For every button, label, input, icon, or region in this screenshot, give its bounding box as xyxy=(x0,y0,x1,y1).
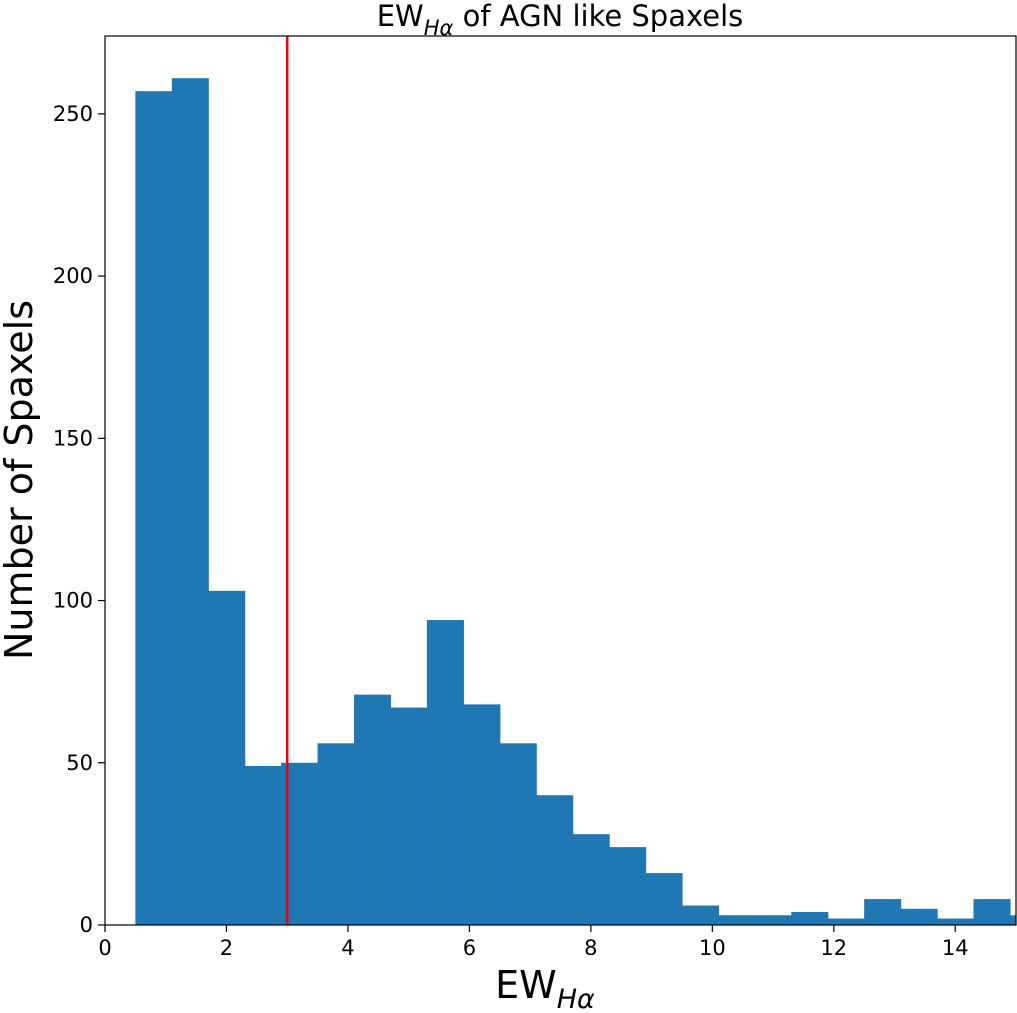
x-axis-label: EWHα xyxy=(495,963,595,1013)
histogram-bar xyxy=(937,918,975,925)
y-axis-label: Number of Spaxels xyxy=(0,300,41,660)
histogram-bar xyxy=(827,918,865,925)
x-tick-label: 8 xyxy=(584,936,597,960)
histogram-bar xyxy=(718,915,756,925)
histogram-bar xyxy=(1009,915,1016,925)
histogram-bar xyxy=(499,743,537,925)
y-tick-label: 250 xyxy=(53,102,93,126)
histogram-bar xyxy=(754,915,792,925)
histogram-bar xyxy=(791,912,829,925)
histogram-bar xyxy=(317,743,355,925)
histogram-bar xyxy=(681,905,720,925)
histogram-bar xyxy=(572,834,610,925)
histogram-bar xyxy=(208,590,246,925)
x-axis-ticks: 0 2 4 6 8 10 12 14 xyxy=(98,925,969,960)
histogram-bars xyxy=(135,78,1016,925)
histogram-bar xyxy=(426,620,464,925)
y-tick-label: 50 xyxy=(66,751,93,775)
x-tick-label: 14 xyxy=(942,936,969,960)
x-tick-label: 12 xyxy=(820,936,847,960)
y-tick-label: 100 xyxy=(53,589,93,613)
x-tick-label: 4 xyxy=(341,936,354,960)
y-tick-label: 150 xyxy=(53,426,93,450)
x-tick-label: 0 xyxy=(98,936,111,960)
histogram-bar xyxy=(645,873,683,925)
x-tick-label: 2 xyxy=(220,936,233,960)
histogram-bar xyxy=(390,707,428,925)
histogram-bar xyxy=(536,795,574,925)
histogram-bar xyxy=(864,899,902,925)
chart-title: EWHα of AGN like Spaxels xyxy=(377,0,744,40)
y-tick-label: 200 xyxy=(53,264,93,288)
histogram-bar xyxy=(354,694,392,925)
y-axis-ticks: 0 50 100 150 200 250 xyxy=(53,102,105,937)
histogram-bar xyxy=(244,766,282,925)
y-tick-label: 0 xyxy=(80,913,93,937)
histogram-bar xyxy=(609,847,647,925)
x-tick-label: 10 xyxy=(699,936,726,960)
histogram-bar xyxy=(973,899,1011,925)
histogram-bar xyxy=(171,78,209,925)
histogram-bar xyxy=(900,908,938,925)
x-tick-label: 6 xyxy=(463,936,476,960)
histogram-bar xyxy=(463,704,501,925)
plot-frame xyxy=(104,35,1017,926)
histogram-bar xyxy=(135,91,173,925)
